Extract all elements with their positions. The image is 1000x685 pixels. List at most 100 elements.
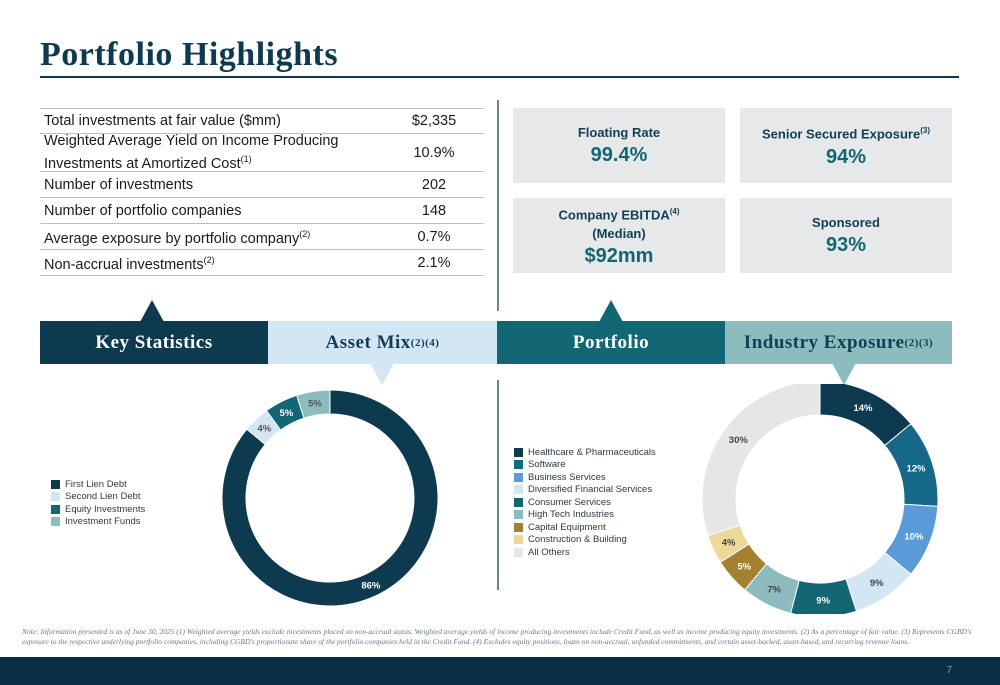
company-ebitda-card: Company EBITDA(4) (Median) $92mm [513, 198, 725, 273]
stat-value: 10.9% [413, 144, 455, 161]
arrow-up-icon [140, 300, 164, 322]
kpi-label: Senior Secured Exposure [761, 126, 921, 142]
legend-item-investment-funds: Investment Funds [51, 516, 145, 529]
asset-mix-donut-chart: 86% 4% 5% 5% [221, 389, 439, 607]
portfolio-banner: Portfolio [497, 321, 725, 364]
key-statistics-table: Total investments at fair value ($mm) $2… [40, 108, 484, 276]
legend-item-equity-investments: Equity Investments [51, 503, 145, 516]
key-statistics-banner: Key Statistics [40, 321, 268, 364]
table-row: Weighted Average Yield on Income Produci… [40, 133, 484, 172]
table-row: Non-accrual investments(2) 2.1% [40, 250, 484, 276]
data-label: 86% [361, 580, 381, 591]
legend-swatch [514, 497, 523, 507]
banner-label: Industry Exposure [743, 331, 905, 353]
data-label: 12% [907, 463, 927, 474]
banner-label: Key Statistics [95, 331, 213, 353]
legend-item-capital-equipment: Capital Equipment [514, 521, 656, 534]
table-row: Number of investments 202 [40, 172, 484, 198]
footnote-marker: (1) [240, 154, 252, 165]
floating-rate-card: Floating Rate 99.4% [513, 108, 725, 183]
arrow-down-icon [832, 363, 856, 385]
legend-item-second-lien-debt: Second Lien Debt [51, 491, 145, 504]
legend-item-business-services: Business Services [514, 471, 656, 484]
banner-label: Portfolio [572, 331, 650, 353]
footnote-marker: (2)(3) [904, 336, 934, 349]
legend-item-software: Software [514, 459, 656, 472]
stat-value: 202 [421, 176, 447, 193]
footnote-text: Note: Information presented is as of Jun… [22, 627, 972, 646]
legend-label: Consumer Services [528, 496, 611, 508]
table-row: Average exposure by portfolio company(2)… [40, 224, 484, 250]
stat-value: 148 [421, 202, 447, 219]
industry-exposure-donut-chart: 14% 12% 10% 9% 9% 7% 5% 4% 30% [701, 384, 939, 614]
data-label: 5% [308, 399, 322, 410]
kpi-value: 93% [825, 234, 867, 256]
kpi-label: Company EBITDA [558, 207, 670, 223]
legend-swatch [51, 479, 60, 489]
legend-label: First Lien Debt [65, 478, 127, 490]
legend-label: Software [528, 459, 566, 471]
legend-swatch [514, 535, 523, 545]
footnote-marker: (3) [920, 126, 930, 136]
kpi-value: $92mm [584, 244, 654, 267]
footnote-marker: (2)(4) [410, 336, 440, 349]
table-row: Number of portfolio companies 148 [40, 198, 484, 224]
legend-swatch [514, 547, 523, 557]
donut-slice-all-others [701, 384, 821, 537]
data-label: 14% [853, 403, 873, 414]
legend-label: Diversified Financial Services [528, 484, 653, 496]
stat-label: Number of investments [44, 176, 194, 193]
donut-slice-investment-funds [295, 389, 331, 419]
legend-label: High Tech Industries [528, 509, 614, 521]
data-label: 7% [767, 584, 781, 595]
footer-bar: 7 [0, 657, 1000, 685]
legend-label: Business Services [528, 471, 606, 483]
section-divider [497, 100, 499, 311]
legend-label: Second Lien Debt [65, 491, 141, 503]
arrow-down-icon [370, 363, 394, 385]
legend-item-construction-and-building: Construction & Building [514, 534, 656, 547]
footnote-marker: (2) [203, 255, 215, 266]
banner-label: Asset Mix [325, 331, 411, 353]
kpi-value: 99.4% [590, 144, 648, 166]
stat-value: $2,335 [411, 113, 457, 129]
legend-item-high-tech-industries: High Tech Industries [514, 509, 656, 522]
arrow-up-icon [599, 300, 623, 322]
legend-swatch [514, 522, 523, 532]
legend-swatch [51, 517, 60, 527]
page-title: Portfolio Highlights [40, 36, 339, 73]
stat-label: Total investments at fair value ($mm) [44, 113, 281, 129]
industry-exposure-legend: Healthcare & Pharmaceuticals Software Busi… [514, 446, 656, 559]
kpi-label: Floating Rate [577, 125, 661, 140]
footnote-marker: (4) [669, 207, 680, 217]
kpi-label: Sponsored [812, 215, 880, 230]
stat-value: 2.1% [417, 254, 451, 271]
data-label: 9% [816, 595, 830, 606]
stat-label: Average exposure by portfolio company [44, 230, 300, 247]
legend-item-diversified-financial-services: Diversified Financial Services [514, 484, 656, 497]
legend-item-first-lien-debt: First Lien Debt [51, 478, 145, 491]
title-divider [40, 76, 959, 78]
data-label: 10% [904, 532, 924, 543]
footnote-marker: (2) [299, 229, 311, 240]
legend-swatch [514, 460, 523, 470]
asset-mix-legend: First Lien Debt Second Lien Debt Equity In… [51, 478, 145, 528]
kpi-value: 94% [825, 145, 867, 168]
asset-mix-banner: Asset Mix (2)(4) [268, 321, 497, 364]
donut-slice-first-lien-debt [221, 389, 439, 607]
data-label: 5% [280, 408, 294, 419]
legend-swatch [514, 510, 523, 520]
page-number: 7 [946, 665, 952, 676]
legend-label: All Others [528, 546, 570, 558]
stat-label: Non-accrual investments [44, 256, 204, 273]
legend-swatch [514, 485, 523, 495]
data-label: 9% [870, 578, 884, 589]
legend-swatch [51, 504, 60, 514]
legend-item-consumer-services: Consumer Services [514, 496, 656, 509]
data-label: 5% [737, 561, 751, 572]
legend-item-all-others: All Others [514, 546, 656, 559]
legend-swatch [514, 472, 523, 482]
legend-label: Equity Investments [65, 503, 146, 515]
data-label: 4% [722, 538, 736, 549]
legend-item-healthcare-and-pharmaceuticals: Healthcare & Pharmaceuticals [514, 446, 656, 459]
